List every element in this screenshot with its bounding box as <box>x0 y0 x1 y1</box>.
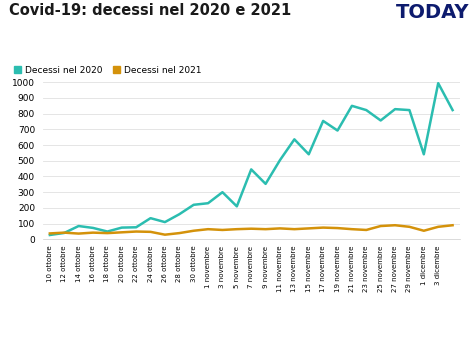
Decessi nel 2021 <box>205 227 211 231</box>
Decessi nel 2020 <box>133 225 139 229</box>
Decessi nel 2020 <box>277 158 283 162</box>
Decessi nel 2020 <box>191 203 197 207</box>
Decessi nel 2021 <box>162 233 168 237</box>
Decessi nel 2021 <box>263 227 268 231</box>
Decessi nel 2020 <box>248 167 254 171</box>
Text: TODAY: TODAY <box>396 3 469 23</box>
Decessi nel 2020 <box>76 224 82 228</box>
Decessi nel 2020 <box>263 182 268 186</box>
Decessi nel 2020 <box>378 118 383 122</box>
Line: Decessi nel 2021: Decessi nel 2021 <box>50 225 453 235</box>
Decessi nel 2020 <box>292 137 297 141</box>
Decessi nel 2021 <box>306 226 311 231</box>
Decessi nel 2021 <box>407 225 412 229</box>
Decessi nel 2020 <box>364 108 369 112</box>
Decessi nel 2021 <box>277 226 283 231</box>
Decessi nel 2021 <box>76 232 82 236</box>
Decessi nel 2020 <box>47 233 53 237</box>
Decessi nel 2020 <box>335 129 340 133</box>
Decessi nel 2021 <box>47 232 53 236</box>
Decessi nel 2020 <box>176 212 182 216</box>
Decessi nel 2020 <box>105 229 110 234</box>
Decessi nel 2021 <box>392 223 398 227</box>
Decessi nel 2020 <box>435 81 441 85</box>
Decessi nel 2020 <box>421 152 427 156</box>
Decessi nel 2021 <box>219 228 225 232</box>
Decessi nel 2020 <box>392 107 398 111</box>
Decessi nel 2020 <box>148 216 154 220</box>
Decessi nel 2021 <box>349 227 355 231</box>
Decessi nel 2020 <box>234 204 240 208</box>
Decessi nel 2021 <box>435 225 441 229</box>
Decessi nel 2020 <box>62 231 67 235</box>
Decessi nel 2021 <box>90 231 96 235</box>
Decessi nel 2021 <box>105 231 110 235</box>
Decessi nel 2020 <box>407 108 412 112</box>
Decessi nel 2021 <box>176 231 182 235</box>
Decessi nel 2021 <box>148 230 154 234</box>
Decessi nel 2020 <box>90 226 96 230</box>
Decessi nel 2020 <box>219 190 225 194</box>
Decessi nel 2020 <box>205 201 211 205</box>
Decessi nel 2021 <box>335 226 340 230</box>
Decessi nel 2020 <box>349 104 355 108</box>
Decessi nel 2021 <box>62 231 67 235</box>
Decessi nel 2021 <box>234 227 240 231</box>
Decessi nel 2021 <box>133 229 139 234</box>
Decessi nel 2020 <box>306 152 311 156</box>
Decessi nel 2020 <box>119 226 125 230</box>
Decessi nel 2020 <box>162 220 168 224</box>
Decessi nel 2021 <box>191 229 197 233</box>
Decessi nel 2020 <box>450 108 456 112</box>
Decessi nel 2021 <box>119 230 125 234</box>
Decessi nel 2021 <box>421 229 427 233</box>
Decessi nel 2021 <box>378 224 383 228</box>
Decessi nel 2020 <box>320 119 326 123</box>
Decessi nel 2021 <box>320 226 326 230</box>
Decessi nel 2021 <box>364 228 369 232</box>
Decessi nel 2021 <box>450 223 456 227</box>
Line: Decessi nel 2020: Decessi nel 2020 <box>50 83 453 235</box>
Decessi nel 2021 <box>248 227 254 231</box>
Decessi nel 2021 <box>292 227 297 231</box>
Legend: Decessi nel 2020, Decessi nel 2021: Decessi nel 2020, Decessi nel 2021 <box>14 66 201 75</box>
Text: Covid-19: decessi nel 2020 e 2021: Covid-19: decessi nel 2020 e 2021 <box>9 3 292 18</box>
